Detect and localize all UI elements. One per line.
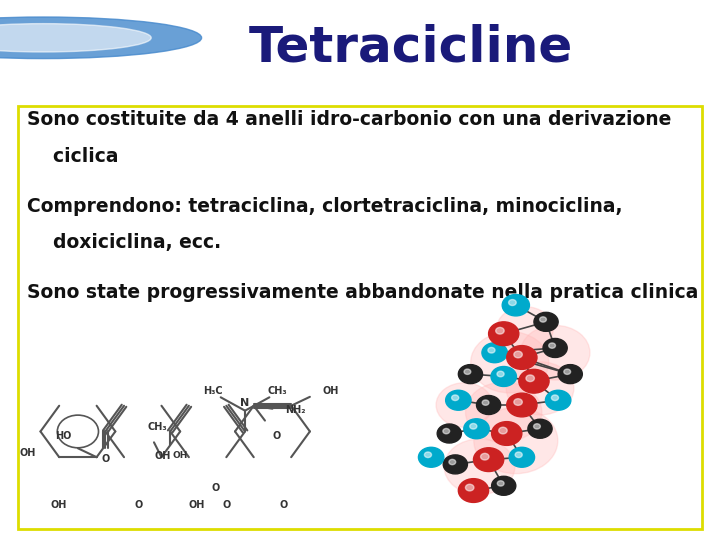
Text: OH: OH (188, 500, 204, 510)
Circle shape (0, 17, 202, 59)
Text: NH₂: NH₂ (286, 405, 306, 415)
Circle shape (446, 390, 471, 410)
Circle shape (507, 346, 537, 369)
Circle shape (506, 362, 574, 415)
Text: CH₃: CH₃ (148, 422, 168, 432)
Circle shape (443, 428, 450, 434)
Circle shape (521, 326, 590, 380)
Circle shape (0, 24, 151, 52)
Circle shape (418, 447, 444, 467)
Circle shape (469, 423, 477, 429)
Circle shape (515, 452, 522, 457)
Circle shape (499, 427, 507, 434)
Text: N: N (240, 397, 250, 408)
Circle shape (436, 383, 492, 427)
Circle shape (558, 364, 582, 383)
Circle shape (489, 322, 519, 346)
Circle shape (492, 422, 522, 446)
Text: O: O (222, 500, 230, 510)
Text: HO: HO (55, 431, 71, 441)
Circle shape (459, 478, 489, 502)
Circle shape (564, 369, 571, 374)
Circle shape (471, 332, 549, 393)
Text: Sono state progressivamente abbandonate nella pratica clinica: Sono state progressivamente abbandonate … (27, 283, 698, 302)
FancyBboxPatch shape (18, 106, 702, 529)
Circle shape (474, 408, 558, 474)
Circle shape (503, 294, 529, 316)
Circle shape (444, 439, 515, 495)
Circle shape (482, 400, 489, 406)
Circle shape (492, 476, 516, 495)
Circle shape (459, 364, 482, 383)
Circle shape (464, 369, 471, 374)
Circle shape (507, 393, 537, 417)
Text: O: O (279, 500, 288, 510)
Circle shape (466, 382, 542, 442)
Text: Tetracicline: Tetracicline (248, 23, 572, 71)
Text: OH: OH (19, 448, 35, 458)
Text: CH₃: CH₃ (267, 386, 287, 396)
Text: Sono costituite da 4 anelli idro-carbonio con una derivazione: Sono costituite da 4 anelli idro-carboni… (27, 110, 672, 129)
Circle shape (474, 448, 504, 471)
Circle shape (526, 375, 534, 382)
Circle shape (509, 447, 534, 467)
Circle shape (495, 327, 504, 334)
Circle shape (497, 371, 504, 377)
Circle shape (508, 300, 516, 306)
Circle shape (534, 424, 541, 429)
Text: ciclica: ciclica (27, 147, 119, 166)
Circle shape (488, 347, 495, 353)
Text: O: O (272, 431, 280, 441)
Text: doxiciclina, ecc.: doxiciclina, ecc. (27, 233, 222, 252)
Text: O: O (135, 500, 143, 510)
Circle shape (534, 312, 558, 332)
Circle shape (543, 339, 567, 357)
Text: OH: OH (172, 451, 187, 460)
Circle shape (519, 369, 549, 393)
Circle shape (528, 419, 552, 438)
Text: OH: OH (51, 500, 68, 510)
Text: O: O (102, 454, 109, 464)
Circle shape (539, 317, 546, 322)
Circle shape (480, 454, 489, 460)
Circle shape (424, 452, 431, 457)
Circle shape (497, 307, 553, 351)
Circle shape (451, 395, 459, 401)
Circle shape (549, 343, 556, 348)
Circle shape (444, 455, 467, 474)
Circle shape (465, 484, 474, 491)
Text: O: O (212, 483, 220, 494)
Circle shape (552, 395, 559, 401)
Circle shape (464, 419, 489, 438)
Circle shape (498, 481, 504, 486)
Circle shape (437, 424, 462, 443)
Circle shape (491, 367, 516, 387)
Text: Comprendono: tetraciclina, clortetraciclina, minociclina,: Comprendono: tetraciclina, clortetracicl… (27, 197, 623, 215)
Circle shape (514, 399, 522, 406)
Text: H₃C: H₃C (204, 386, 223, 396)
Circle shape (546, 390, 571, 410)
Text: OH: OH (323, 386, 339, 396)
Circle shape (482, 343, 508, 363)
Circle shape (449, 460, 456, 465)
Circle shape (477, 395, 500, 415)
Circle shape (514, 351, 522, 358)
Text: OH: OH (155, 451, 171, 461)
